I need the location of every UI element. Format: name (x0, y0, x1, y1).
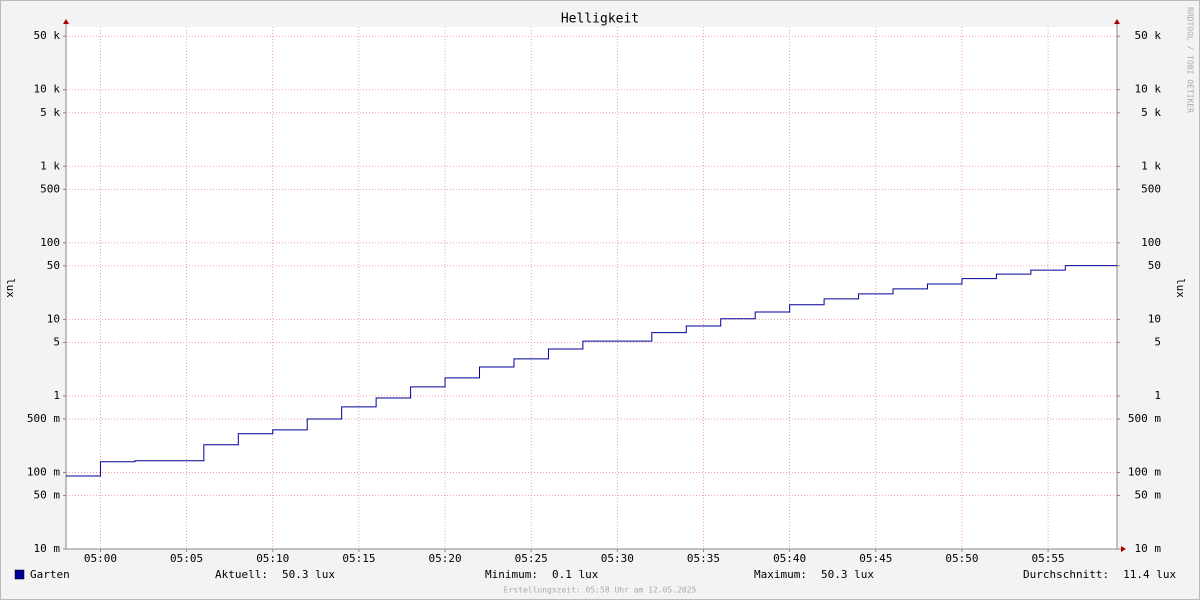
y-tick-label: 5 k (40, 106, 60, 119)
stat-value: 50.3 lux (282, 568, 335, 581)
data-line (66, 265, 1117, 477)
watermark: RRDTOOL / TOBI OETIKER (1186, 7, 1195, 113)
x-tick-label: 05:15 (342, 552, 375, 565)
x-tick-label: 05:40 (773, 552, 806, 565)
stat-value: 50.3 lux (821, 568, 874, 581)
y-tick-label: 100 m (27, 465, 60, 478)
y-tick-label-right: 10 (1148, 312, 1161, 325)
y-axis-label-right: lux (1174, 278, 1187, 298)
x-tick-label: 05:55 (1032, 552, 1065, 565)
plot-area (66, 27, 1117, 549)
axis-arrow (1114, 19, 1120, 24)
y-axis-label: lux (4, 278, 17, 298)
y-tick-label: 10 (47, 312, 60, 325)
footer: Erstellungszeit: 05:58 Uhr am 12.05.2025 (504, 586, 697, 595)
y-tick-label-right: 10 k (1135, 83, 1162, 96)
y-tick-label-right: 1 k (1141, 159, 1161, 172)
y-tick-label: 100 (40, 236, 60, 249)
x-tick-label: 05:35 (687, 552, 720, 565)
stat-label: Durchschnitt: (1023, 568, 1109, 581)
y-tick-label: 1 (53, 389, 60, 402)
axis-arrow (63, 19, 69, 24)
x-tick-label: 05:00 (84, 552, 117, 565)
x-tick-label: 05:10 (256, 552, 289, 565)
legend-label: Garten (30, 568, 70, 581)
y-tick-label: 10 m (34, 542, 61, 555)
x-tick-label: 05:20 (428, 552, 461, 565)
legend-swatch (14, 569, 25, 580)
stat-label: Maximum: (754, 568, 807, 581)
y-tick-label-right: 50 (1148, 259, 1161, 272)
chart-title: Helligkeit (561, 12, 639, 27)
x-tick-label: 05:50 (945, 552, 978, 565)
y-tick-label-right: 10 m (1135, 542, 1162, 555)
y-tick-label: 50 k (34, 29, 61, 42)
y-tick-label-right: 5 k (1141, 106, 1161, 119)
x-tick-label: 05:30 (601, 552, 634, 565)
y-tick-label-right: 50 m (1135, 488, 1162, 501)
y-tick-label: 50 m (34, 488, 61, 501)
y-tick-label-right: 1 (1154, 389, 1161, 402)
stat-value: 0.1 lux (552, 568, 599, 581)
y-tick-label: 500 m (27, 412, 60, 425)
stat-label: Aktuell: (215, 568, 268, 581)
y-tick-label: 1 k (40, 159, 60, 172)
y-tick-label-right: 500 (1141, 182, 1161, 195)
y-tick-label-right: 500 m (1128, 412, 1161, 425)
stat-value: 11.4 lux (1123, 568, 1176, 581)
x-tick-label: 05:05 (170, 552, 203, 565)
y-tick-label-right: 50 k (1135, 29, 1162, 42)
y-tick-label: 500 (40, 182, 60, 195)
x-tick-label: 05:45 (859, 552, 892, 565)
y-tick-label: 10 k (34, 83, 61, 96)
x-tick-label: 05:25 (515, 552, 548, 565)
y-tick-label-right: 5 (1154, 335, 1161, 348)
stat-label: Minimum: (485, 568, 538, 581)
y-tick-label: 50 (47, 259, 60, 272)
y-tick-label-right: 100 m (1128, 465, 1161, 478)
y-tick-label-right: 100 (1141, 236, 1161, 249)
axis-arrow (1121, 546, 1126, 552)
y-tick-label: 5 (53, 335, 60, 348)
